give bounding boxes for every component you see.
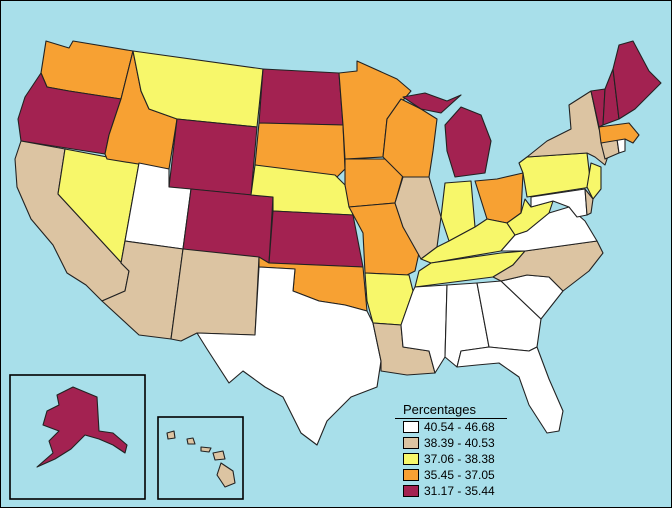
state-ri (616, 138, 626, 154)
state-ks (268, 210, 364, 268)
state-nd (258, 68, 344, 126)
state-wi (382, 98, 438, 178)
legend-item: 40.54 - 46.68 (395, 419, 513, 435)
legend-item: 31.17 - 35.44 (395, 483, 513, 499)
legend-item: 35.45 - 37.05 (395, 467, 513, 483)
legend-range: 37.06 - 38.38 (424, 452, 495, 466)
state-hi (166, 430, 236, 488)
legend-swatch (403, 485, 419, 497)
state-nj (586, 162, 602, 200)
state-sd (254, 122, 346, 180)
legend-swatch (403, 469, 419, 481)
state-ky (420, 218, 516, 264)
state-wy (168, 118, 258, 196)
legend-range: 35.45 - 37.05 (424, 468, 495, 482)
state-ak (36, 386, 128, 468)
legend-range: 38.39 - 40.53 (424, 436, 495, 450)
state-de (584, 188, 594, 216)
legend-item: 38.39 - 40.53 (395, 435, 513, 451)
state-nm (170, 248, 260, 342)
legend-swatch (403, 453, 419, 465)
legend-range: 40.54 - 46.68 (424, 420, 495, 434)
state-ma (598, 122, 640, 144)
state-oh (474, 172, 524, 224)
legend-swatch (403, 437, 419, 449)
state-mi (402, 92, 492, 178)
alaska-inset-frame (9, 374, 146, 500)
state-me (612, 40, 662, 120)
legend-title: Percentages (395, 401, 507, 419)
legend-item: 37.06 - 38.38 (395, 451, 513, 467)
legend-swatch (403, 421, 419, 433)
state-fl (456, 346, 564, 434)
legend: Percentages 40.54 - 46.68 38.39 - 40.53 … (395, 401, 513, 499)
hawaii-inset-frame (157, 416, 244, 500)
state-tx (196, 266, 382, 446)
legend-range: 31.17 - 35.44 (424, 484, 495, 498)
